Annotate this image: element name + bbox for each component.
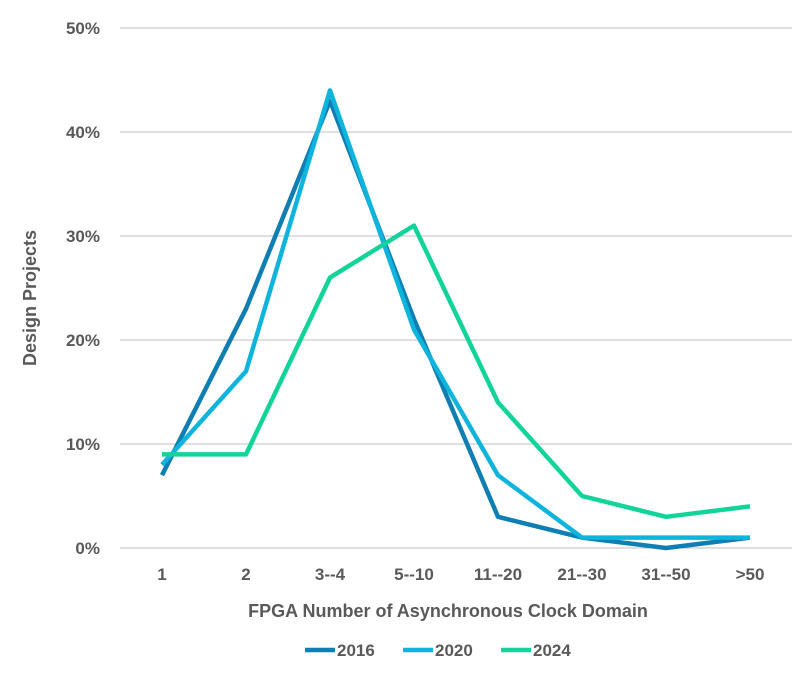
y-tick-label: 20% — [66, 331, 100, 350]
y-tick-label: 30% — [66, 227, 100, 246]
x-tick-label: 31--50 — [641, 565, 690, 584]
y-tick-label: 10% — [66, 435, 100, 454]
legend-label-2020: 2020 — [435, 641, 473, 660]
series-line-2024 — [162, 223, 751, 520]
y-tick-label: 0% — [75, 539, 100, 558]
legend-label-2016: 2016 — [337, 641, 375, 660]
y-tick-label: 50% — [66, 19, 100, 38]
y-axis-ticks: 0% 10% 20% 30% 40% 50% — [66, 19, 100, 558]
series-lines — [159, 88, 751, 551]
x-axis-title: FPGA Number of Asynchronous Clock Domain — [248, 601, 648, 621]
x-tick-label: 21--30 — [557, 565, 606, 584]
legend: 2016 2020 2024 — [305, 641, 571, 660]
x-tick-label: >50 — [736, 565, 765, 584]
x-tick-label: 1 — [157, 565, 166, 584]
x-tick-label: 2 — [241, 565, 250, 584]
y-axis-title: Design Projects — [20, 230, 40, 366]
x-tick-label: 11--20 — [474, 565, 522, 584]
x-axis-ticks: 1 2 3--4 5--10 11--20 21--30 31--50 >50 — [157, 565, 764, 584]
x-tick-label: 5--10 — [394, 565, 434, 584]
gridlines — [120, 27, 792, 549]
series-line-2020 — [160, 88, 750, 540]
y-tick-label: 40% — [66, 123, 100, 142]
legend-label-2024: 2024 — [533, 641, 571, 660]
series-line-2016 — [159, 98, 751, 551]
x-tick-label: 3--4 — [315, 565, 346, 584]
